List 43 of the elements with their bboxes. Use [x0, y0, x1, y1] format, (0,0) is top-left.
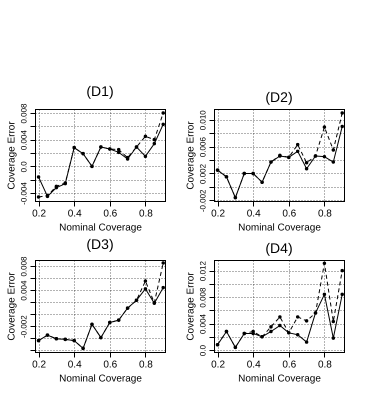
- y-axis-title: Coverage Error: [6, 120, 18, 190]
- x-tick-label: 0.4: [68, 360, 82, 370]
- x-tick-label: 0.4: [246, 360, 262, 370]
- y-tick-label: 0.008: [198, 287, 208, 308]
- x-axis-title: Nominal Coverage: [238, 222, 322, 234]
- y-tick-label: -0.004: [20, 182, 28, 205]
- x-axis-title: Nominal Coverage: [59, 222, 142, 234]
- x-tick-label: 0.2: [32, 360, 46, 370]
- x-tick-label: 0.6: [282, 208, 297, 220]
- chart-title: (D2): [265, 89, 293, 105]
- y-tick-label: 0.008: [20, 102, 28, 124]
- x-tick-label: 0.6: [103, 208, 118, 220]
- y-tick-label: 0.0: [198, 344, 208, 356]
- y-axis-title: Coverage Error: [186, 272, 196, 341]
- x-axis-title: Nominal Coverage: [238, 374, 322, 384]
- chart-title: (D3): [86, 236, 114, 252]
- y-axis-title: Coverage Error: [186, 120, 196, 190]
- x-tick-label: 0.8: [318, 208, 332, 220]
- y-tick-label: 0.012: [198, 260, 208, 282]
- x-tick-label: 0.8: [318, 360, 332, 370]
- x-tick-label: 0.6: [282, 360, 297, 370]
- y-tick-label: -0.002: [198, 188, 208, 212]
- y-tick-label: 0.0: [20, 160, 28, 172]
- x-tick-label: 0.8: [138, 208, 154, 220]
- y-tick-label: 0.004: [198, 313, 208, 334]
- x-tick-label: 0.2: [211, 360, 226, 370]
- x-axis-title: Nominal Coverage: [59, 374, 142, 384]
- y-tick-label: 0.010: [198, 110, 208, 130]
- chart-title: (D4): [265, 240, 293, 256]
- x-tick-label: 0.2: [32, 208, 46, 220]
- x-tick-label: 0.8: [138, 360, 154, 370]
- y-tick-label: 0.004: [20, 280, 28, 301]
- x-tick-label: 0.2: [211, 208, 226, 220]
- x-tick-label: 0.4: [246, 208, 262, 220]
- y-tick-label: 0.002: [198, 163, 208, 184]
- x-tick-label: 0.6: [103, 360, 118, 370]
- x-tick-label: 0.4: [68, 208, 82, 220]
- y-tick-label: 0.008: [20, 256, 28, 277]
- chart-title: (D1): [86, 82, 114, 99]
- y-axis-title: Coverage Error: [6, 272, 18, 341]
- y-tick-label: 0.006: [198, 136, 208, 158]
- y-tick-label: 0.004: [20, 130, 28, 150]
- y-tick-label: -0.002: [20, 314, 28, 338]
